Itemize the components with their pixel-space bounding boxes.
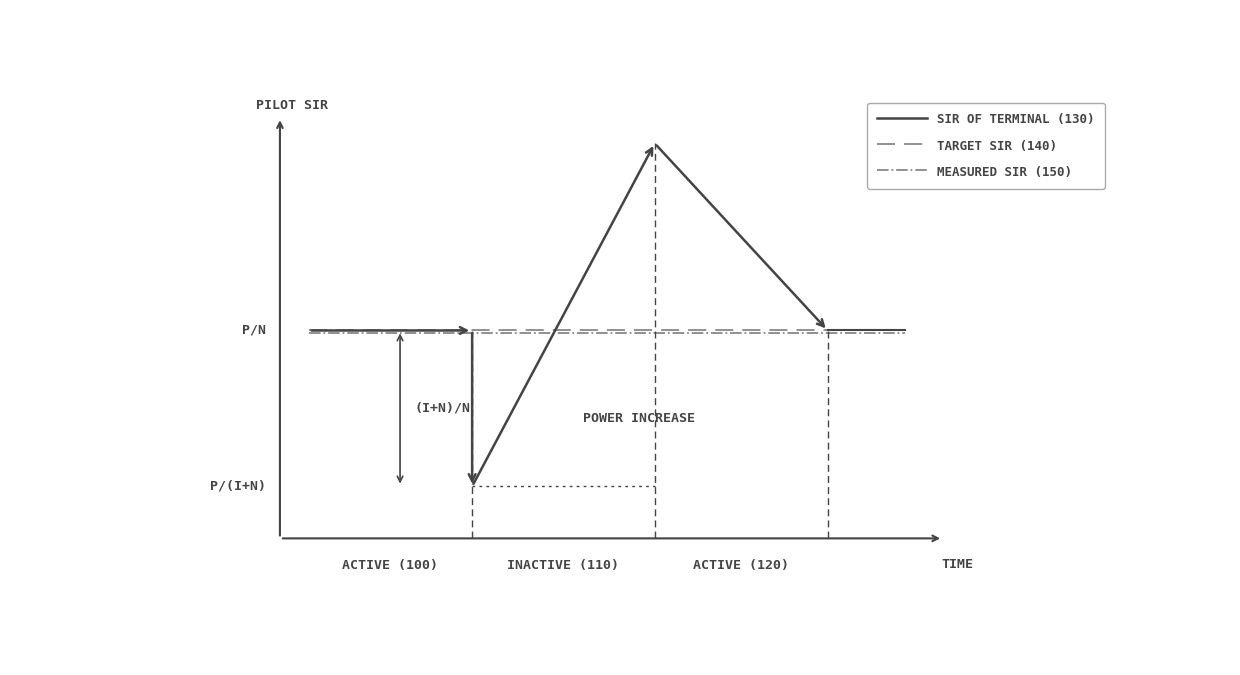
- Legend: SIR OF TERMINAL (130), TARGET SIR (140), MEASURED SIR (150): SIR OF TERMINAL (130), TARGET SIR (140),…: [868, 103, 1105, 189]
- Text: INACTIVE (110): INACTIVE (110): [507, 559, 620, 572]
- Text: P/N: P/N: [242, 324, 265, 337]
- Text: ACTIVE (120): ACTIVE (120): [693, 559, 789, 572]
- Text: ACTIVE (100): ACTIVE (100): [342, 559, 439, 572]
- Text: POWER INCREASE: POWER INCREASE: [583, 412, 694, 425]
- Text: (I+N)/N: (I+N)/N: [414, 402, 470, 415]
- Text: PILOT SIR: PILOT SIR: [255, 99, 327, 112]
- Text: TIME: TIME: [941, 558, 973, 571]
- Text: P/(I+N): P/(I+N): [210, 480, 265, 493]
